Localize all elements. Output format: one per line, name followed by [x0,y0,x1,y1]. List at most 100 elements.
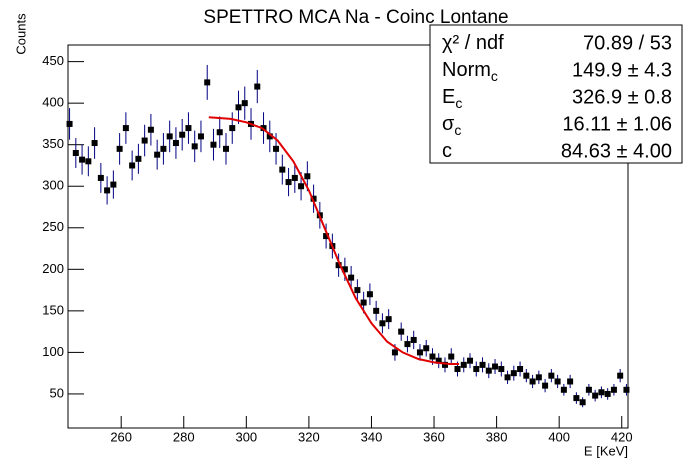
data-point [160,145,167,152]
y-tick-label: 350 [42,136,64,151]
y-tick-label: 50 [50,385,64,400]
y-tick-label: 100 [42,344,64,359]
data-point [341,266,348,273]
data-point [304,173,311,180]
data-point [454,366,461,373]
data-point [241,100,248,107]
data-point [548,372,555,379]
plot-frame [67,44,629,429]
data-point [523,372,530,379]
stat-name-text: c [442,140,452,162]
data-point [504,374,511,381]
x-tick-label: 400 [548,429,570,444]
data-point [517,366,524,373]
data-point [116,145,123,152]
y-tick-label: 400 [42,95,64,110]
data-point [154,151,161,158]
data-point [179,131,186,138]
x-tick-label: 300 [235,429,257,444]
stat-name-text: χ² / ndf [442,32,504,54]
x-axis-label: E [KeV] [584,443,628,458]
y-tick-label: 150 [42,302,64,317]
x-tick-label: 340 [361,429,383,444]
stat-name: Normc [442,59,498,83]
data-point [166,133,173,140]
data-point [535,374,542,381]
chart-title: SPETTRO MCA Na - Coinc Lontane [203,7,508,28]
y-tick-label: 200 [42,261,64,276]
data-point [172,140,179,147]
data-point [254,83,261,90]
data-point [485,367,492,374]
stat-value: 70.89 / 53 [583,32,672,54]
y-tick-label: 450 [42,53,64,68]
data-point [579,399,586,406]
stat-name: χ² / ndf [442,32,504,54]
stat-name: σc [442,113,461,137]
data-point [135,155,142,162]
stat-value: 16.11 ± 1.06 [562,113,672,135]
data-point [623,386,630,393]
data-point [229,125,236,132]
data-point [266,133,273,140]
stat-name-text: σ [442,113,455,135]
data-point [104,187,111,194]
x-tick-label: 320 [298,429,320,444]
data-point [210,141,217,148]
data-point [360,299,367,306]
data-point [435,357,442,364]
data-point [323,233,330,240]
data-point [404,341,411,348]
x-tick-label: 360 [423,429,445,444]
data-point [585,386,592,393]
data-point [592,392,599,399]
data-point [141,137,148,144]
data-point [498,366,505,373]
data-point [285,179,292,186]
y-axis-label: Counts [13,13,28,55]
data-point [391,349,398,356]
data-point [529,378,536,385]
stat-name-text: E [442,86,455,108]
data-point [273,145,280,152]
x-tick-label: 380 [486,429,508,444]
data-point [66,120,73,127]
data-point [147,126,154,133]
data-point [441,361,448,368]
stat-name: Ec [442,86,462,110]
data-point [72,150,79,157]
stat-value: 326.9 ± 0.8 [572,86,672,108]
data-point [366,291,373,298]
data-point [379,320,386,327]
data-point [204,79,211,86]
data-point [492,363,499,370]
data-point [573,395,580,402]
data-point [122,125,129,132]
data-point [423,345,430,352]
data-point [129,162,136,169]
stat-subscript: c [491,68,498,84]
data-point [467,357,474,364]
data-point [567,378,574,385]
data-point [385,316,392,323]
data-point [97,174,104,181]
data-point [598,389,605,396]
x-tick-label: 420 [611,429,633,444]
data-point [398,328,405,335]
data-point [542,382,549,389]
data-point [348,274,355,281]
stat-subscript: c [455,95,462,111]
data-point [416,349,423,356]
data-point [185,125,192,132]
data-point [604,390,611,397]
data-point [191,143,198,150]
data-point [610,386,617,393]
data-point [291,174,298,181]
data-point [479,361,486,368]
data-point [373,307,380,314]
data-point [617,372,624,379]
data-point [335,262,342,269]
data-point [85,158,92,165]
data-point [473,366,480,373]
